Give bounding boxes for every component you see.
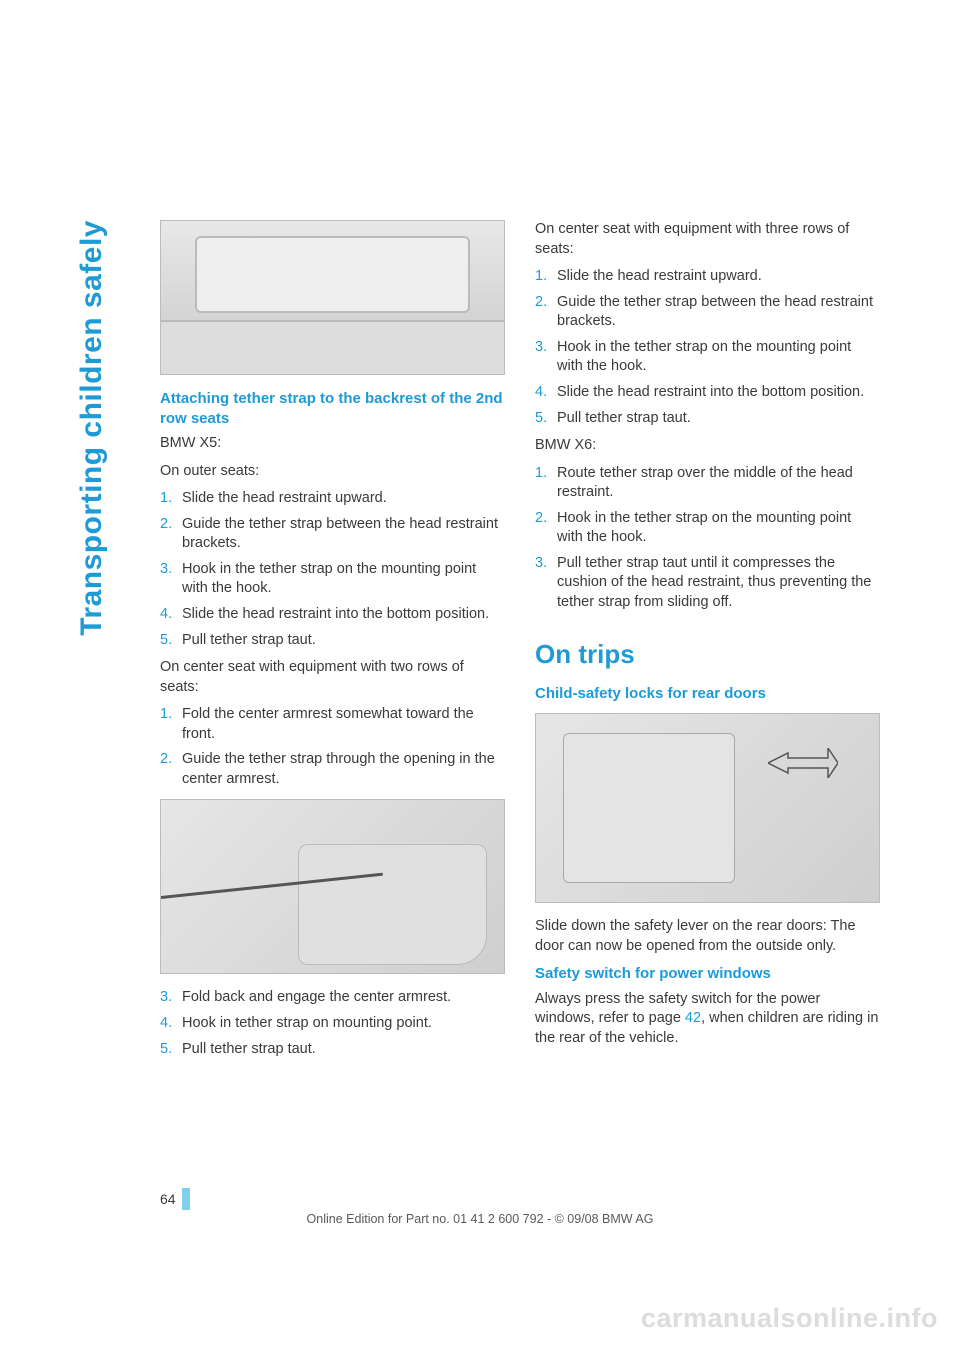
page-link-42[interactable]: 42 [685,1010,701,1026]
list-item: 5.Pull tether strap taut. [160,1040,505,1060]
list-item: 2.Guide the tether strap between the hea… [535,293,880,332]
list-center-seat-steps-a: 1.Fold the center armrest somewhat towar… [160,705,505,789]
list-item: 4.Slide the head restraint into the bott… [535,383,880,403]
list-item: 5.Pull tether strap taut. [160,631,505,651]
list-item: 2.Guide the tether strap between the hea… [160,515,505,554]
list-item: 1.Route tether strap over the middle of … [535,464,880,503]
left-column: Attaching tether strap to the backrest o… [160,220,505,1067]
footer-text: Online Edition for Part no. 01 41 2 600 … [0,1212,960,1226]
arrow-icon [768,748,838,778]
figure-rear-door-illustration [535,713,880,903]
list-item: 1.Slide the head restraint upward. [160,489,505,509]
content-columns: Attaching tether strap to the backrest o… [160,220,880,1067]
text-center-seat-two-rows: On center seat with equipment with two r… [160,658,505,697]
text-center-seat-three-rows: On center seat with equipment with three… [535,220,880,259]
heading-child-safety-locks: Child-safety locks for rear doors [535,684,880,704]
figure-trunk-illustration [160,220,505,375]
list-item: 1.Slide the head restraint upward. [535,267,880,287]
list-item: 4.Slide the head restraint into the bott… [160,605,505,625]
list-outer-seats-steps: 1.Slide the head restraint upward. 2.Gui… [160,489,505,650]
list-item: 5.Pull tether strap taut. [535,409,880,429]
list-center-seat-steps-b: 3.Fold back and engage the center armres… [160,988,505,1059]
heading-on-trips: On trips [535,637,880,672]
list-three-rows-steps: 1.Slide the head restraint upward. 2.Gui… [535,267,880,428]
watermark-text: carmanualsonline.info [641,1303,938,1334]
figure-armrest-illustration [160,799,505,974]
list-item: 3.Fold back and engage the center armres… [160,988,505,1008]
text-safety-lever: Slide down the safety lever on the rear … [535,917,880,956]
page-number: 64 [160,1191,176,1207]
heading-safety-switch: Safety switch for power windows [535,964,880,984]
list-item: 1.Fold the center armrest somewhat towar… [160,705,505,744]
text-outer-seats: On outer seats: [160,462,505,482]
list-item: 4.Hook in tether strap on mounting point… [160,1014,505,1034]
list-item: 3.Hook in the tether strap on the mounti… [535,338,880,377]
heading-attaching-tether: Attaching tether strap to the backrest o… [160,389,505,428]
page-number-bar-icon [182,1188,190,1210]
text-safety-switch: Always press the safety switch for the p… [535,990,880,1049]
text-bmw-x5: BMW X5: [160,434,505,454]
list-item: 2.Hook in the tether strap on the mounti… [535,509,880,548]
right-column: On center seat with equipment with three… [535,220,880,1067]
list-item: 3.Pull tether strap taut until it compre… [535,554,880,613]
list-item: 2.Guide the tether strap through the ope… [160,750,505,789]
list-bmw-x6-steps: 1.Route tether strap over the middle of … [535,464,880,613]
section-side-title: Transporting children safely [75,220,109,636]
page-number-block: 64 [160,1188,190,1210]
text-bmw-x6: BMW X6: [535,436,880,456]
list-item: 3.Hook in the tether strap on the mounti… [160,560,505,599]
